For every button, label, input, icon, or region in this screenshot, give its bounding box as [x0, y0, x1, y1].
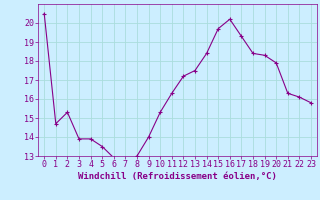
X-axis label: Windchill (Refroidissement éolien,°C): Windchill (Refroidissement éolien,°C) — [78, 172, 277, 181]
